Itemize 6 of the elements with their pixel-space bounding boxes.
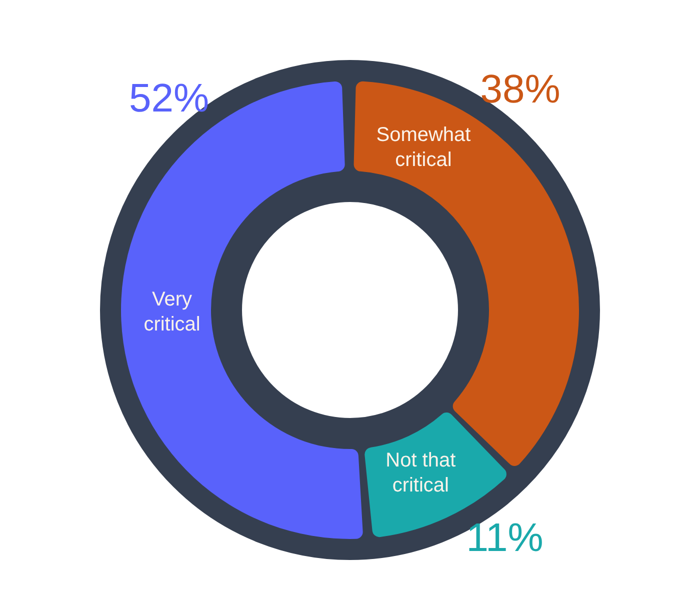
slice-label: Somewhat critical (376, 124, 472, 171)
data-label: 52% (129, 76, 210, 120)
data-label: 11% (466, 516, 544, 560)
data-label: 38% (480, 68, 560, 112)
slice-label: Not that critical (386, 449, 456, 496)
slice-label: Very critical (144, 288, 200, 336)
